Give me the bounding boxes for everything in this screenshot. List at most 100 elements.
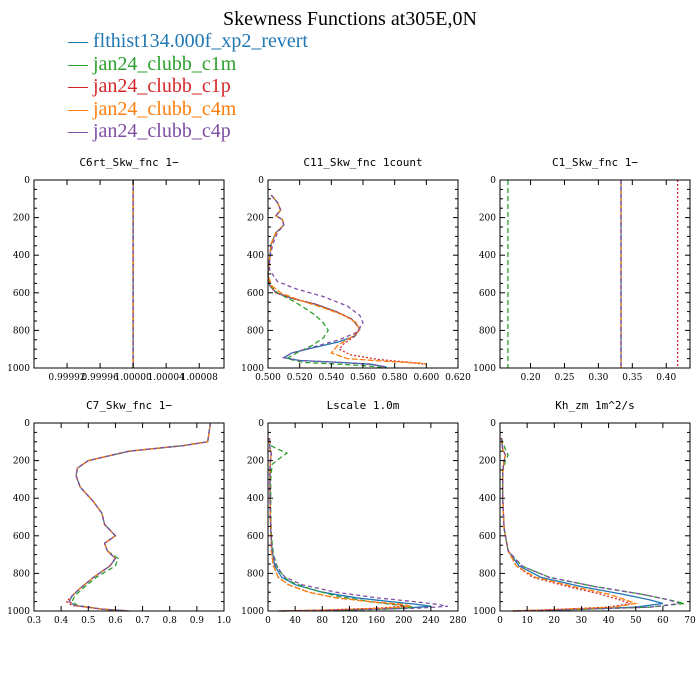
panel-5-ytick-label-3: 600 xyxy=(479,532,496,542)
panel-2-title: C1_Skw_fnc 1− xyxy=(552,156,638,169)
panel-4-xtick-label-2: 80 xyxy=(317,616,329,626)
legend-item: — jan24_clubb_c4p xyxy=(68,120,308,143)
panel-0-xtick-label-2: 1.00000 xyxy=(115,373,152,383)
panel-3-ytick-label-2: 400 xyxy=(13,494,30,504)
panel-3-series-2 xyxy=(65,422,212,612)
legend-label-4: jan24_clubb_c4p xyxy=(93,120,231,142)
panel-5-xtick-label-0: 0 xyxy=(497,616,503,626)
panel-3-ytick-label-1: 200 xyxy=(13,457,30,467)
panel-4-xtick-label-7: 280 xyxy=(449,616,466,626)
panel-3-xtick-label-1: 0.4 xyxy=(54,616,69,626)
panel-5-xtick-label-5: 50 xyxy=(630,616,642,626)
panel-5-ytick-label-1: 200 xyxy=(479,457,496,467)
panel-3-ytick-label-3: 600 xyxy=(13,532,30,542)
panel-1-ytick-label-0: 0 xyxy=(258,176,264,186)
panel-0-title: C6rt_Skw_fnc 1− xyxy=(79,156,179,169)
panel-1-xtick-label-1: 0.520 xyxy=(287,373,313,383)
panel-1-xtick-label-5: 0.600 xyxy=(413,373,439,383)
panel-3-xtick-label-2: 0.5 xyxy=(81,616,96,626)
panel-4-series-4 xyxy=(268,437,448,612)
legend-swatch-0: — xyxy=(68,30,93,52)
panel-1-series-4 xyxy=(268,194,387,368)
panel-5-xtick-label-6: 60 xyxy=(657,616,669,626)
panel-1-ytick-label-2: 400 xyxy=(247,251,264,261)
panel-2-xtick-label-4: 0.40 xyxy=(656,373,676,383)
panel-5-series-3 xyxy=(500,437,639,612)
panel-5-ytick-label-2: 400 xyxy=(479,494,496,504)
panel-4-xtick-label-5: 200 xyxy=(395,616,412,626)
panel-4-xtick-label-3: 120 xyxy=(341,616,358,626)
panel-3-xtick-label-7: 1.0 xyxy=(217,616,232,626)
panel-1-ytick-label-1: 200 xyxy=(247,214,264,224)
panel-4-title: Lscale 1.0m xyxy=(327,399,400,412)
panel-5-xtick-label-7: 70 xyxy=(684,616,696,626)
panel-5-ytick-label-0: 0 xyxy=(490,419,496,429)
panel-3-xtick-label-0: 0.3 xyxy=(27,616,42,626)
panel-1-ytick-label-4: 800 xyxy=(247,326,264,336)
panel-5-series-0 xyxy=(500,437,664,612)
legend-item: — jan24_clubb_c1m xyxy=(68,53,308,76)
panel-2-xtick-label-2: 0.30 xyxy=(588,373,608,383)
panel-4-series-1 xyxy=(268,437,414,612)
panel-1-xtick-label-4: 0.580 xyxy=(382,373,408,383)
legend-swatch-2: — xyxy=(68,75,93,97)
legend-label-3: jan24_clubb_c4m xyxy=(93,97,237,120)
panel-1-frame xyxy=(267,179,459,369)
panel-3-xtick-label-4: 0.7 xyxy=(135,616,150,626)
panel-1-xtick-label-0: 0.500 xyxy=(255,373,281,383)
legend: — flthist134.000f_xp2_revert — jan24_clu… xyxy=(68,30,308,143)
panel-5-ytick-label-4: 800 xyxy=(479,569,496,579)
panel-4-series-0 xyxy=(268,437,431,612)
panel-0-ytick-label-2: 400 xyxy=(13,251,30,261)
panel-2-ytick-label-2: 400 xyxy=(479,251,496,261)
panel-4-ytick-label-0: 0 xyxy=(258,419,264,429)
legend-label-0: flthist134.000f_xp2_revert xyxy=(93,30,308,52)
panel-0-xtick-label-3: 1.00004 xyxy=(148,373,185,383)
panel-1-series-3 xyxy=(267,194,427,365)
panel-4-ytick-label-1: 200 xyxy=(247,457,264,467)
panel-5-series-4 xyxy=(500,437,680,612)
panel-5-frame xyxy=(499,422,691,612)
panel-1-xtick-label-6: 0.620 xyxy=(445,373,471,383)
panel-0-xtick-label-1: 0.99996 xyxy=(81,373,118,383)
panel-2-xtick-label-0: 0.20 xyxy=(521,373,541,383)
legend-swatch-3: — xyxy=(68,97,93,120)
panel-1-series-2 xyxy=(267,194,424,365)
panel-0-ytick-label-3: 600 xyxy=(13,289,30,299)
legend-item: — jan24_clubb_c1p xyxy=(68,75,308,98)
panel-4-ytick-label-3: 600 xyxy=(247,532,264,542)
panel-5-series-1 xyxy=(500,437,685,612)
panel-5-xtick-label-2: 20 xyxy=(549,616,561,626)
panel-0-xtick-label-0: 0.99992 xyxy=(48,373,85,383)
panel-5-title: Kh_zm 1m^2/s xyxy=(555,399,634,412)
legend-label-2: jan24_clubb_c1p xyxy=(93,75,231,97)
panel-3-title: C7_Skw_fnc 1− xyxy=(86,399,172,412)
panel-3-xtick-label-5: 0.8 xyxy=(163,616,178,626)
panel-1-xtick-label-3: 0.560 xyxy=(350,373,376,383)
panel-4-ytick-label-2: 400 xyxy=(247,494,264,504)
panel-1-xtick-label-2: 0.540 xyxy=(318,373,344,383)
legend-swatch-4: — xyxy=(68,120,93,142)
panel-0-ytick-label-0: 0 xyxy=(24,176,30,186)
panel-5-xtick-label-3: 30 xyxy=(576,616,588,626)
panel-0-ytick-label-1: 200 xyxy=(13,214,30,224)
panel-1-series-1 xyxy=(267,194,387,369)
panel-3-xtick-label-3: 0.6 xyxy=(108,616,123,626)
panel-4-ytick-label-4: 800 xyxy=(247,569,264,579)
chart-title: Skewness Functions at305E,0N xyxy=(223,8,477,30)
panel-1-title: C11_Skw_fnc 1count xyxy=(303,156,422,169)
legend-label-1: jan24_clubb_c1m xyxy=(93,52,237,75)
panel-0-xtick-label-4: 1.00008 xyxy=(181,373,218,383)
panel-5-ytick-label-5: 1000 xyxy=(473,607,496,617)
panel-1-ytick-label-3: 600 xyxy=(247,289,264,299)
panel-2-frame xyxy=(499,179,691,369)
panel-0-ytick-label-4: 800 xyxy=(13,326,30,336)
panel-0-frame xyxy=(33,179,225,369)
panel-4-xtick-label-6: 240 xyxy=(422,616,439,626)
panel-2-ytick-label-3: 600 xyxy=(479,289,496,299)
panel-5-xtick-label-1: 10 xyxy=(521,616,533,626)
panel-4-series-3 xyxy=(268,437,411,612)
panel-1-series-0 xyxy=(267,194,387,368)
panel-4-xtick-label-1: 40 xyxy=(289,616,301,626)
